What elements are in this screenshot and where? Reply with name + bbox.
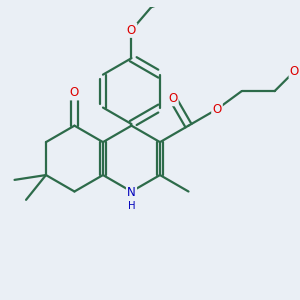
Text: O: O [127,24,136,37]
Text: O: O [168,92,178,105]
Text: N: N [127,186,136,200]
Text: O: O [290,65,299,78]
Text: O: O [212,103,222,116]
Text: H: H [128,201,135,211]
Text: O: O [70,86,79,99]
